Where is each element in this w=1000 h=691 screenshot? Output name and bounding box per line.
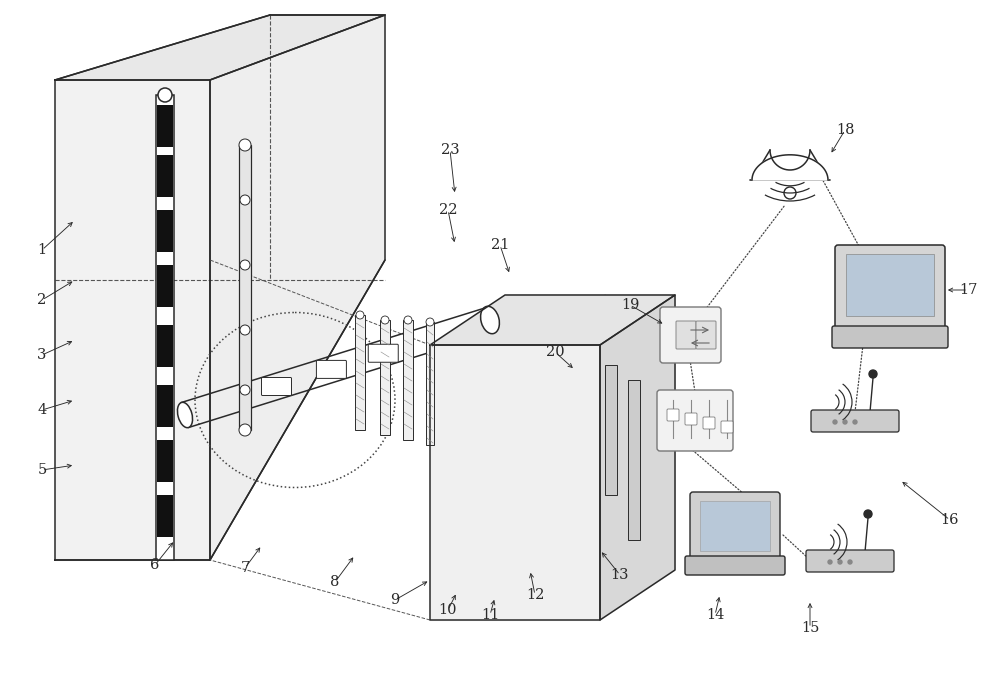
Polygon shape — [210, 15, 385, 560]
Polygon shape — [55, 80, 210, 560]
Bar — [355, 315, 365, 430]
Circle shape — [404, 316, 412, 324]
Bar — [403, 320, 413, 440]
Text: 13: 13 — [611, 568, 629, 582]
FancyBboxPatch shape — [700, 501, 770, 551]
Polygon shape — [600, 295, 675, 620]
Bar — [157, 210, 173, 252]
Circle shape — [864, 510, 872, 518]
Polygon shape — [752, 155, 828, 180]
Bar — [157, 440, 173, 482]
Text: 14: 14 — [706, 608, 724, 622]
Circle shape — [848, 560, 852, 564]
Circle shape — [239, 424, 251, 436]
Text: 18: 18 — [836, 123, 854, 137]
Circle shape — [239, 139, 251, 151]
Text: 12: 12 — [526, 588, 544, 602]
Bar — [426, 322, 434, 445]
Text: 16: 16 — [941, 513, 959, 527]
Text: 11: 11 — [481, 608, 499, 622]
FancyBboxPatch shape — [657, 390, 733, 451]
FancyBboxPatch shape — [676, 321, 696, 349]
Text: 17: 17 — [959, 283, 977, 297]
Bar — [380, 320, 390, 435]
Text: 19: 19 — [621, 298, 639, 312]
FancyBboxPatch shape — [806, 550, 894, 572]
FancyBboxPatch shape — [660, 307, 721, 363]
Text: 9: 9 — [390, 593, 400, 607]
Circle shape — [426, 318, 434, 326]
Text: 6: 6 — [150, 558, 160, 572]
FancyBboxPatch shape — [703, 417, 715, 429]
Bar — [628, 380, 640, 540]
Circle shape — [240, 195, 250, 205]
Circle shape — [869, 370, 877, 378]
Bar — [157, 265, 173, 307]
Circle shape — [356, 311, 364, 319]
FancyBboxPatch shape — [835, 245, 945, 329]
FancyBboxPatch shape — [685, 556, 785, 575]
Text: 21: 21 — [491, 238, 509, 252]
Circle shape — [784, 187, 796, 199]
Bar — [157, 155, 173, 197]
FancyBboxPatch shape — [696, 321, 716, 349]
Circle shape — [843, 420, 847, 424]
Polygon shape — [55, 15, 385, 80]
FancyBboxPatch shape — [811, 410, 899, 432]
Circle shape — [833, 420, 837, 424]
Circle shape — [828, 560, 832, 564]
Ellipse shape — [177, 402, 193, 428]
FancyBboxPatch shape — [316, 361, 346, 379]
Bar — [157, 385, 173, 427]
FancyBboxPatch shape — [685, 413, 697, 425]
FancyBboxPatch shape — [690, 492, 780, 560]
Bar — [605, 365, 617, 495]
Text: 15: 15 — [801, 621, 819, 635]
Text: 10: 10 — [439, 603, 457, 617]
Circle shape — [838, 560, 842, 564]
Polygon shape — [430, 295, 675, 345]
Text: 3: 3 — [37, 348, 47, 362]
Bar — [239, 145, 251, 430]
Text: 4: 4 — [37, 403, 47, 417]
FancyBboxPatch shape — [846, 254, 934, 316]
Text: 8: 8 — [330, 575, 340, 589]
Circle shape — [240, 325, 250, 335]
Text: 7: 7 — [240, 561, 250, 575]
FancyBboxPatch shape — [667, 409, 679, 421]
Text: 22: 22 — [439, 203, 457, 217]
Text: 23: 23 — [441, 143, 459, 157]
Circle shape — [158, 88, 172, 102]
Bar — [156, 95, 174, 560]
Circle shape — [240, 385, 250, 395]
Polygon shape — [430, 345, 600, 620]
Ellipse shape — [481, 306, 499, 334]
Circle shape — [853, 420, 857, 424]
Circle shape — [381, 316, 389, 324]
FancyBboxPatch shape — [368, 344, 398, 362]
FancyBboxPatch shape — [832, 326, 948, 348]
Text: 5: 5 — [37, 463, 47, 477]
Bar — [157, 105, 173, 147]
FancyBboxPatch shape — [262, 377, 292, 395]
Text: 20: 20 — [546, 345, 564, 359]
Text: 1: 1 — [37, 243, 47, 257]
Circle shape — [240, 260, 250, 270]
Bar — [157, 325, 173, 367]
Text: 2: 2 — [37, 293, 47, 307]
Bar — [157, 495, 173, 537]
FancyBboxPatch shape — [721, 421, 733, 433]
